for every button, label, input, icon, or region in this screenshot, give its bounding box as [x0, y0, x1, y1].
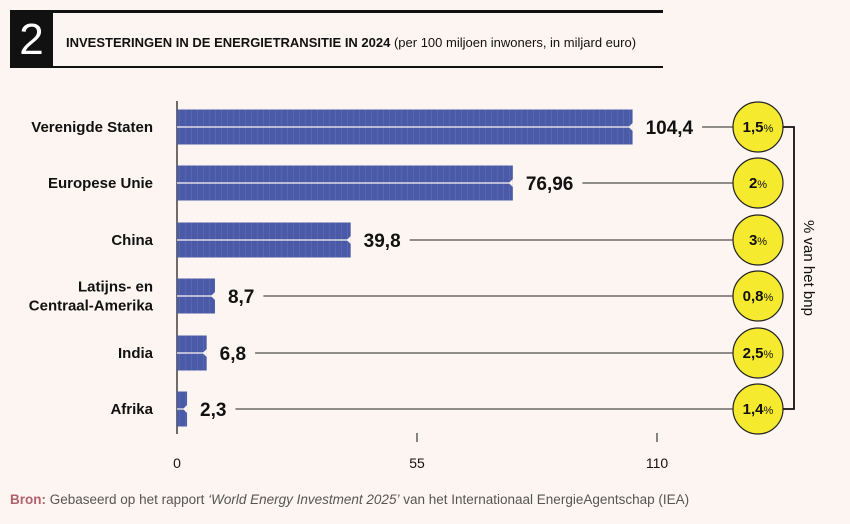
- gdp-share-label-4: 2,5%: [743, 345, 774, 362]
- value-label-4: 6,8: [220, 344, 246, 365]
- chart-title-rest: (per 100 miljoen inwoners, in miljard eu…: [390, 35, 637, 50]
- gdp-circle-4: [732, 327, 784, 379]
- chart-title-bold: INVESTERINGEN IN DE ENERGIETRANSITIE IN …: [66, 35, 391, 50]
- gdp-share-label-0: 1,5%: [743, 119, 774, 136]
- chart-title: INVESTERINGEN IN DE ENERGIETRANSITIE IN …: [66, 35, 636, 50]
- figure-number: 2: [10, 13, 53, 66]
- gdp-share-value-2: 3: [749, 232, 757, 249]
- source-text-1: Gebaseerd op het rapport: [46, 492, 209, 507]
- bar-notch-0: [628, 123, 633, 131]
- source-label: Bron:: [10, 492, 46, 507]
- gdp-share-unit-0: %: [764, 123, 774, 135]
- gdp-share-value-5: 1,4: [743, 401, 765, 418]
- gdp-share-unit-2: %: [757, 236, 767, 248]
- x-tick-label-2: 110: [646, 455, 669, 471]
- gdp-share-unit-1: %: [757, 179, 767, 191]
- category-label-3-1: Centraal-Amerika: [29, 298, 154, 315]
- bar-notch-4: [202, 349, 207, 357]
- source-note: Bron: Gebaseerd op het rapport ‘World En…: [10, 492, 689, 507]
- gdp-share-value-0: 1,5: [743, 119, 764, 136]
- category-label-2: China: [111, 232, 153, 249]
- gdp-axis-label: % van het bnp: [800, 220, 817, 316]
- gdp-share-value-3: 0,8: [743, 288, 764, 305]
- source-text-2: van het Internationaal EnergieAgentschap…: [399, 492, 690, 507]
- gdp-share-value-1: 2: [749, 175, 757, 192]
- chart-header: 2 INVESTERINGEN IN DE ENERGIETRANSITIE I…: [10, 10, 663, 68]
- category-label-0: Verenigde Staten: [31, 119, 153, 136]
- bar-notch-3: [210, 292, 215, 300]
- x-tick-label-1: 55: [409, 455, 425, 471]
- value-label-1: 76,96: [526, 174, 574, 195]
- category-label-1: Europese Unie: [48, 175, 153, 192]
- category-label-5: Afrika: [110, 401, 153, 418]
- value-label-3: 8,7: [228, 287, 254, 308]
- bar-notch-5: [183, 405, 188, 413]
- gdp-circle-1: [732, 157, 784, 209]
- bar-notch-1: [508, 179, 513, 187]
- gdp-circle-2: [732, 214, 784, 266]
- gdp-share-value-4: 2,5: [743, 345, 764, 362]
- gdp-share-label-2: 3%: [749, 232, 767, 249]
- gdp-circle-3: [732, 270, 784, 322]
- bar-notch-2: [346, 236, 351, 244]
- category-label-4: India: [118, 345, 154, 362]
- gdp-share-label-5: 1,4%: [743, 401, 774, 418]
- gdp-share-label-1: 2%: [749, 175, 767, 192]
- source-report-title: ‘World Energy Investment 2025’: [208, 492, 400, 507]
- value-label-0: 104,4: [646, 118, 694, 139]
- gdp-share-unit-3: %: [764, 292, 774, 304]
- category-label-3-0: Latijns- en: [78, 279, 153, 296]
- value-label-5: 2,3: [200, 400, 226, 421]
- gdp-share-unit-4: %: [764, 349, 774, 361]
- gdp-bracket: [783, 126, 795, 410]
- x-tick-label-0: 0: [173, 455, 181, 471]
- value-label-2: 39,8: [364, 231, 401, 252]
- gdp-share-label-3: 0,8%: [743, 288, 774, 305]
- gdp-share-unit-5: %: [764, 405, 774, 417]
